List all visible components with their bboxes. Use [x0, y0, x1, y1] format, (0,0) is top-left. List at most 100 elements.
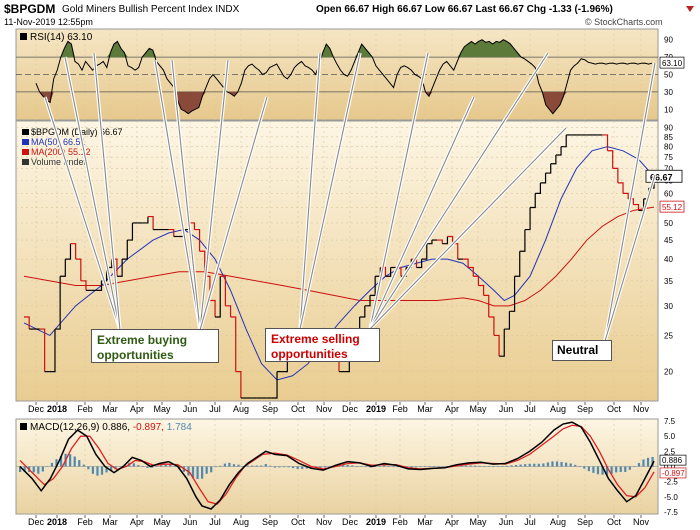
price-tick-label: 30 [664, 302, 673, 311]
price-segment [555, 146, 562, 156]
price-segment [514, 251, 521, 277]
buy-callout-line [199, 59, 229, 331]
macd-histogram-bar [260, 465, 263, 467]
macd-histogram-bar [146, 466, 149, 468]
macd-histogram-bar [37, 466, 40, 474]
macd-histogram-bar [460, 465, 463, 467]
price-axis-month-label: Apr [130, 404, 144, 414]
macd-histogram-bar [442, 466, 445, 467]
macd-histogram-bar [487, 466, 490, 467]
volume-legend: Volume undef [31, 157, 87, 167]
macd-histogram-bar [528, 463, 531, 467]
macd-axis-month-label: 2018 [47, 517, 67, 527]
macd-histogram-bar [59, 456, 63, 467]
macd-histogram-bar [565, 462, 568, 467]
macd-histogram-bar [464, 465, 468, 467]
macd-histogram-bar [46, 466, 49, 467]
price-segment [437, 239, 443, 244]
price-segment [225, 305, 232, 318]
macd-axis-month-label: 2019 [366, 517, 386, 527]
ma200-legend-swatch [22, 149, 29, 155]
price-segment [385, 267, 392, 277]
price-segment [540, 173, 547, 184]
rsi-tick-label: 10 [664, 105, 673, 114]
price-axis-month-label: 2019 [366, 404, 386, 414]
macd-histogram-bar [196, 466, 199, 480]
macd-histogram-bar [301, 466, 304, 469]
price-segment [442, 236, 449, 245]
neutral-callout-line [604, 174, 656, 342]
macd-histogram-bar [583, 466, 586, 469]
macd-histogram-bar [633, 466, 636, 467]
price-segment [24, 316, 30, 330]
price-tick-label: 45 [664, 236, 673, 245]
price-segment [421, 243, 428, 260]
price-segment [607, 150, 614, 169]
macd-histogram-bar [369, 466, 372, 468]
macd-histogram-bar [78, 460, 81, 467]
price-last-label: 66.67 [650, 172, 673, 182]
price-axis-month-label: Jul [524, 404, 536, 414]
macd-tick-label: -5.0 [664, 493, 678, 502]
macd-histogram-bar [624, 466, 627, 472]
price-segment [220, 275, 226, 306]
price-segment [504, 311, 511, 330]
price-segment [535, 182, 541, 194]
macd-histogram-bar [478, 465, 481, 467]
macd-histogram-bar [414, 466, 418, 468]
price-segment [524, 207, 531, 231]
price-axis-month-label: Mar [417, 404, 433, 414]
macd-histogram-bar [355, 466, 358, 467]
buy-callout-line [44, 96, 121, 331]
price-tick-label: 35 [664, 277, 673, 286]
sell-callout-line [299, 52, 321, 330]
macd-line [19, 421, 655, 510]
price-axis-month-label: Oct [291, 404, 306, 414]
price-segment [612, 167, 619, 183]
macd-legend-swatch [20, 423, 27, 430]
macd-axis-month-label: Dec [28, 517, 45, 527]
macd-histogram-bar [346, 464, 349, 467]
price-segment [509, 276, 516, 312]
price-segment [235, 371, 242, 398]
price-tick-label: 20 [664, 368, 673, 377]
macd-histogram-bar [223, 463, 226, 467]
macd-histogram-bar [383, 465, 386, 467]
price-tick-label: 90 [664, 124, 673, 133]
macd-histogram-bar [264, 464, 267, 467]
macd-histogram-bar [205, 466, 208, 474]
macd-axis-month-label: Oct [607, 517, 622, 527]
rsi-oversold-fill [36, 91, 652, 114]
ma50-legend-swatch [22, 139, 29, 145]
macd-histogram-bar [642, 459, 645, 467]
price-segment [359, 305, 366, 318]
macd-axis-month-label: May [469, 517, 487, 527]
sell-callout-line [299, 52, 361, 330]
macd-signal-line [19, 424, 655, 505]
price-segment [468, 266, 474, 277]
macd-histogram-bar [546, 462, 550, 467]
buy-callout-line [171, 59, 201, 331]
macd-histogram-bar [219, 465, 222, 467]
macd-histogram-bar [619, 466, 622, 472]
ma200-legend: MA(200) 55.12 [31, 147, 91, 157]
price-legend-swatch [22, 129, 29, 135]
macd-histogram-bar [519, 464, 522, 467]
macd-histogram-bar [342, 465, 345, 467]
macd-histogram-bar [483, 466, 486, 467]
macd-tick-label: -7.5 [664, 508, 678, 517]
sell-annotation-box: Extreme selling opportunities [265, 328, 380, 362]
rsi-current-label: 63.10 [662, 59, 683, 68]
macd-axis-month-label: Sep [262, 517, 278, 527]
macd-histogram-bar [351, 465, 354, 467]
price-segment [122, 240, 128, 260]
macd-tick-label: -2.5 [664, 478, 678, 487]
chart-title: Gold Miners Bullish Percent Index INDX [62, 4, 239, 15]
macd-axis-month-label: Oct [291, 517, 306, 527]
macd-histogram-bar [228, 462, 231, 467]
price-segment [194, 228, 201, 252]
price-segment [209, 299, 216, 318]
macd-histogram-bar [469, 465, 472, 467]
index-name: Gold Miners Bullish Percent Index [62, 4, 213, 15]
price-axis-month-label: Nov [316, 404, 333, 414]
